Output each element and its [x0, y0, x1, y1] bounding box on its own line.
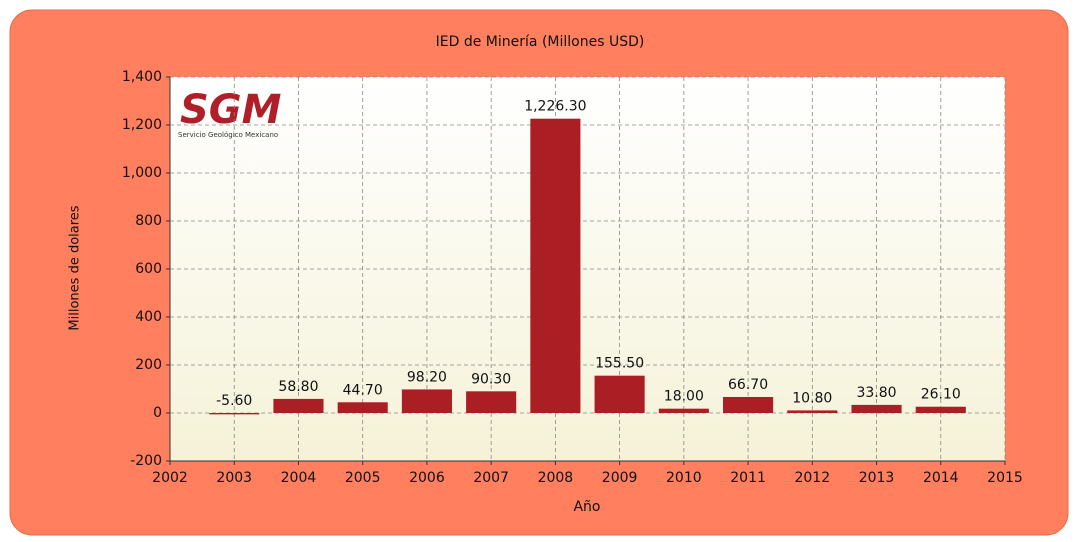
x-tick-label: 2003: [216, 470, 252, 486]
data-label: 90.30: [471, 371, 511, 387]
bar: [273, 398, 324, 413]
data-label: 155.50: [595, 356, 644, 372]
x-tick-label: 2015: [987, 470, 1023, 486]
data-label: 44.70: [343, 382, 383, 398]
bar: [658, 408, 709, 413]
y-axis-label: Millones de dolares: [68, 205, 83, 330]
y-tick-label: 400: [135, 309, 162, 325]
bar: [337, 402, 388, 413]
data-label: 1,226.30: [524, 99, 586, 115]
data-label: 18.00: [664, 389, 704, 405]
data-label: 66.70: [728, 377, 768, 393]
data-label: -5.60: [216, 393, 252, 409]
bar: [787, 410, 838, 413]
bar: [723, 396, 774, 413]
chart-title: IED de Minería (Millones USD): [436, 34, 645, 50]
bar: [594, 375, 645, 413]
bar: [915, 406, 966, 413]
y-tick-label: -200: [130, 453, 162, 469]
bar: [209, 413, 260, 415]
logo: SGM Servicio Geológico Mexicano: [178, 87, 281, 139]
data-label: 98.20: [407, 369, 447, 385]
x-tick-label: 2014: [923, 470, 959, 486]
y-tick-label: 1,200: [122, 117, 162, 133]
x-tick-label: 2011: [730, 470, 766, 486]
y-tick-label: 600: [135, 261, 162, 277]
x-tick-label: 2008: [538, 470, 574, 486]
x-tick-label: 2002: [152, 470, 188, 486]
bar: [401, 389, 452, 413]
x-tick-label: 2005: [345, 470, 381, 486]
data-label: 10.80: [792, 390, 832, 406]
y-tick-label: 200: [135, 357, 162, 373]
y-tick-label: 1,000: [122, 165, 162, 181]
y-tick-label: 800: [135, 213, 162, 229]
bar: [530, 118, 581, 414]
x-tick-label: 2012: [794, 470, 830, 486]
x-tick-label: 2009: [602, 470, 638, 486]
x-tick-label: 2013: [859, 470, 895, 486]
data-label: 26.10: [921, 387, 961, 403]
y-tick-label: 0: [153, 405, 162, 421]
data-label: 33.80: [856, 385, 896, 401]
bar: [851, 404, 902, 413]
data-label: 58.80: [278, 379, 318, 395]
logo-title: SGM: [180, 87, 281, 133]
x-axis-label: Año: [573, 499, 600, 515]
y-tick-label: 1,400: [122, 69, 162, 85]
logo-subtitle: Servicio Geológico Mexicano: [178, 131, 278, 139]
bar: [466, 391, 517, 413]
x-tick-label: 2004: [281, 470, 317, 486]
x-tick-label: 2006: [409, 470, 445, 486]
x-tick-label: 2007: [473, 470, 509, 486]
x-tick-label: 2010: [666, 470, 702, 486]
